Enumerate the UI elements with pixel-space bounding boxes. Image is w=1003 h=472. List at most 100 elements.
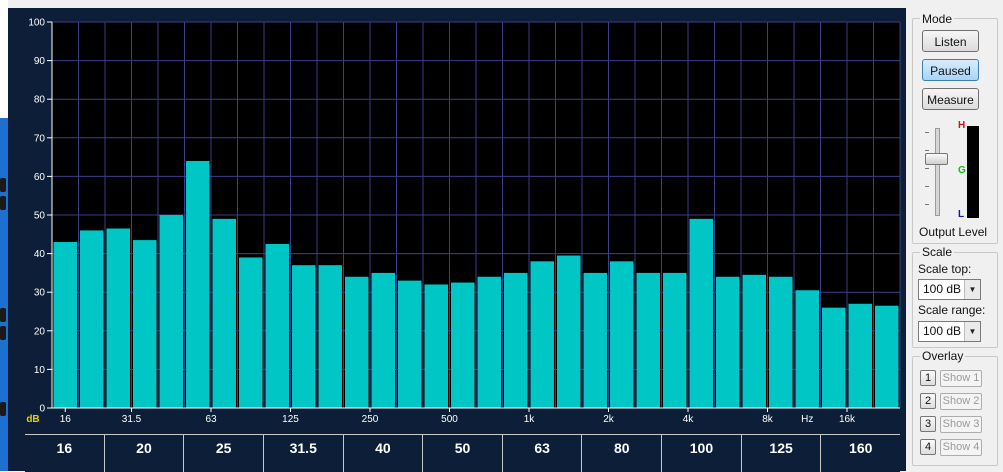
scale-top-select[interactable]: 100 dB ▼ xyxy=(918,279,981,300)
scale-group-title: Scale xyxy=(920,245,955,259)
spectrum-bar xyxy=(848,303,872,408)
spectrum-bar xyxy=(371,272,395,408)
spectrum-bar xyxy=(80,230,104,408)
y-tick-label: 100 xyxy=(28,18,45,29)
background-glyph xyxy=(0,326,6,340)
spectrum-bar xyxy=(716,276,740,408)
overlay-2-button[interactable]: 2 xyxy=(920,393,936,409)
band-cell: 16 xyxy=(25,435,105,472)
scale-range-label: Scale range: xyxy=(918,303,986,317)
y-unit-label: dB xyxy=(26,414,39,425)
slider-tick xyxy=(925,132,929,133)
show-4-button[interactable]: Show 4 xyxy=(940,439,982,456)
control-panel: Mode Listen Paused Measure H G L Output … xyxy=(906,0,1003,471)
band-cell: 100 xyxy=(662,435,742,472)
spectrum-bar xyxy=(133,240,157,408)
overlay-3-button[interactable]: 3 xyxy=(920,416,936,432)
spectrum-bar xyxy=(663,272,687,408)
spectrum-bar xyxy=(583,272,607,408)
y-tick-label: 40 xyxy=(34,249,46,260)
show-3-button[interactable]: Show 3 xyxy=(940,416,982,433)
x-tick-label: 8k xyxy=(762,414,774,425)
background-glyph xyxy=(0,402,6,416)
scale-group xyxy=(912,252,998,348)
band-cell: 160 xyxy=(849,440,873,456)
scale-range-select[interactable]: 100 dB ▼ xyxy=(918,321,981,342)
spectrum-bar xyxy=(530,261,554,408)
spectrum-bar xyxy=(610,261,634,408)
spectrum-bar xyxy=(265,243,289,408)
background-glyph xyxy=(0,196,6,210)
y-tick-label: 20 xyxy=(34,326,46,337)
spectrum-bar xyxy=(875,305,899,408)
chevron-down-icon[interactable]: ▼ xyxy=(964,322,980,341)
output-level-meter xyxy=(967,126,979,218)
listen-button[interactable]: Listen xyxy=(922,30,979,52)
x-tick-label: 63 xyxy=(205,414,217,425)
slider-tick xyxy=(925,204,929,205)
spectrum-bar xyxy=(53,242,77,408)
x-tick-label: 250 xyxy=(362,414,379,425)
x-tick-label: 1k xyxy=(524,414,536,425)
spectrum-bar xyxy=(769,276,793,408)
spectrum-bar xyxy=(212,218,236,408)
y-tick-label: 80 xyxy=(34,95,46,106)
spectrum-bar xyxy=(424,284,448,408)
y-tick-label: 60 xyxy=(34,172,46,183)
background-glyph xyxy=(0,178,6,192)
band-cell: 50 xyxy=(423,435,503,472)
spectrum-chart: 0 10 20 30 40 50 60 70 80 90 100 16 31.5 63 125 250 500 1… xyxy=(26,18,901,425)
x-tick-label: 500 xyxy=(441,414,458,425)
y-tick-label: 10 xyxy=(34,365,46,376)
overlay-group-title: Overlay xyxy=(920,349,966,363)
output-level-slider-thumb[interactable] xyxy=(925,153,948,165)
slider-tick xyxy=(925,186,929,187)
spectrum-bar xyxy=(345,276,369,408)
band-cell: 80 xyxy=(582,435,663,472)
band-cell: 25 xyxy=(184,435,264,472)
scale-range-value: 100 dB xyxy=(923,324,962,338)
spectrum-bar xyxy=(795,290,819,408)
spectrum-bar xyxy=(822,307,846,408)
overlay-1-button[interactable]: 1 xyxy=(920,370,936,386)
spectrum-bar xyxy=(636,272,660,408)
band-cell: 63 xyxy=(503,435,583,472)
output-level-slider-track[interactable] xyxy=(935,128,940,216)
spectrum-analyser-panel: 0 10 20 30 40 50 60 70 80 90 100 16 31.5 63 125 250 500 1… xyxy=(8,8,906,472)
background-window-blue-strip xyxy=(0,118,8,471)
mode-group xyxy=(912,18,998,244)
spectrum-bar xyxy=(239,257,263,408)
band-cell: 125 xyxy=(742,435,822,472)
band-cell: 20 xyxy=(105,435,185,472)
y-tick-label: 0 xyxy=(39,404,45,415)
y-tick-label: 50 xyxy=(34,211,46,222)
spectrum-bar xyxy=(159,215,183,408)
chevron-down-icon[interactable]: ▼ xyxy=(964,280,980,299)
spectrum-bar xyxy=(292,265,316,408)
spectrum-bar xyxy=(742,274,766,408)
x-tick-label: 2k xyxy=(603,414,615,425)
scale-top-label: Scale top: xyxy=(918,262,972,276)
show-1-button[interactable]: Show 1 xyxy=(940,370,982,387)
paused-button[interactable]: Paused xyxy=(922,59,979,81)
background-glyph xyxy=(0,308,6,322)
x-tick-label: 31.5 xyxy=(122,414,142,425)
spectrum-bar xyxy=(451,282,475,408)
y-tick-label: 70 xyxy=(34,133,46,144)
spectrum-bar xyxy=(398,280,422,408)
band-cell: 31.5 xyxy=(264,435,344,472)
x-unit-label: Hz xyxy=(801,414,813,425)
y-tick-label: 30 xyxy=(34,288,46,299)
band-cell: 40 xyxy=(344,435,424,472)
x-tick-label: 16 xyxy=(60,414,72,425)
overlay-4-button[interactable]: 4 xyxy=(920,439,936,455)
meter-high-label: H xyxy=(958,120,966,131)
meter-low-label: L xyxy=(958,209,965,220)
measure-button[interactable]: Measure xyxy=(922,88,979,110)
spectrum-bar xyxy=(318,265,342,408)
x-tick-label: 125 xyxy=(282,414,299,425)
spectrum-bar xyxy=(477,276,501,408)
show-2-button[interactable]: Show 2 xyxy=(940,393,982,410)
x-tick-label: 4k xyxy=(683,414,695,425)
slider-tick xyxy=(925,168,929,169)
